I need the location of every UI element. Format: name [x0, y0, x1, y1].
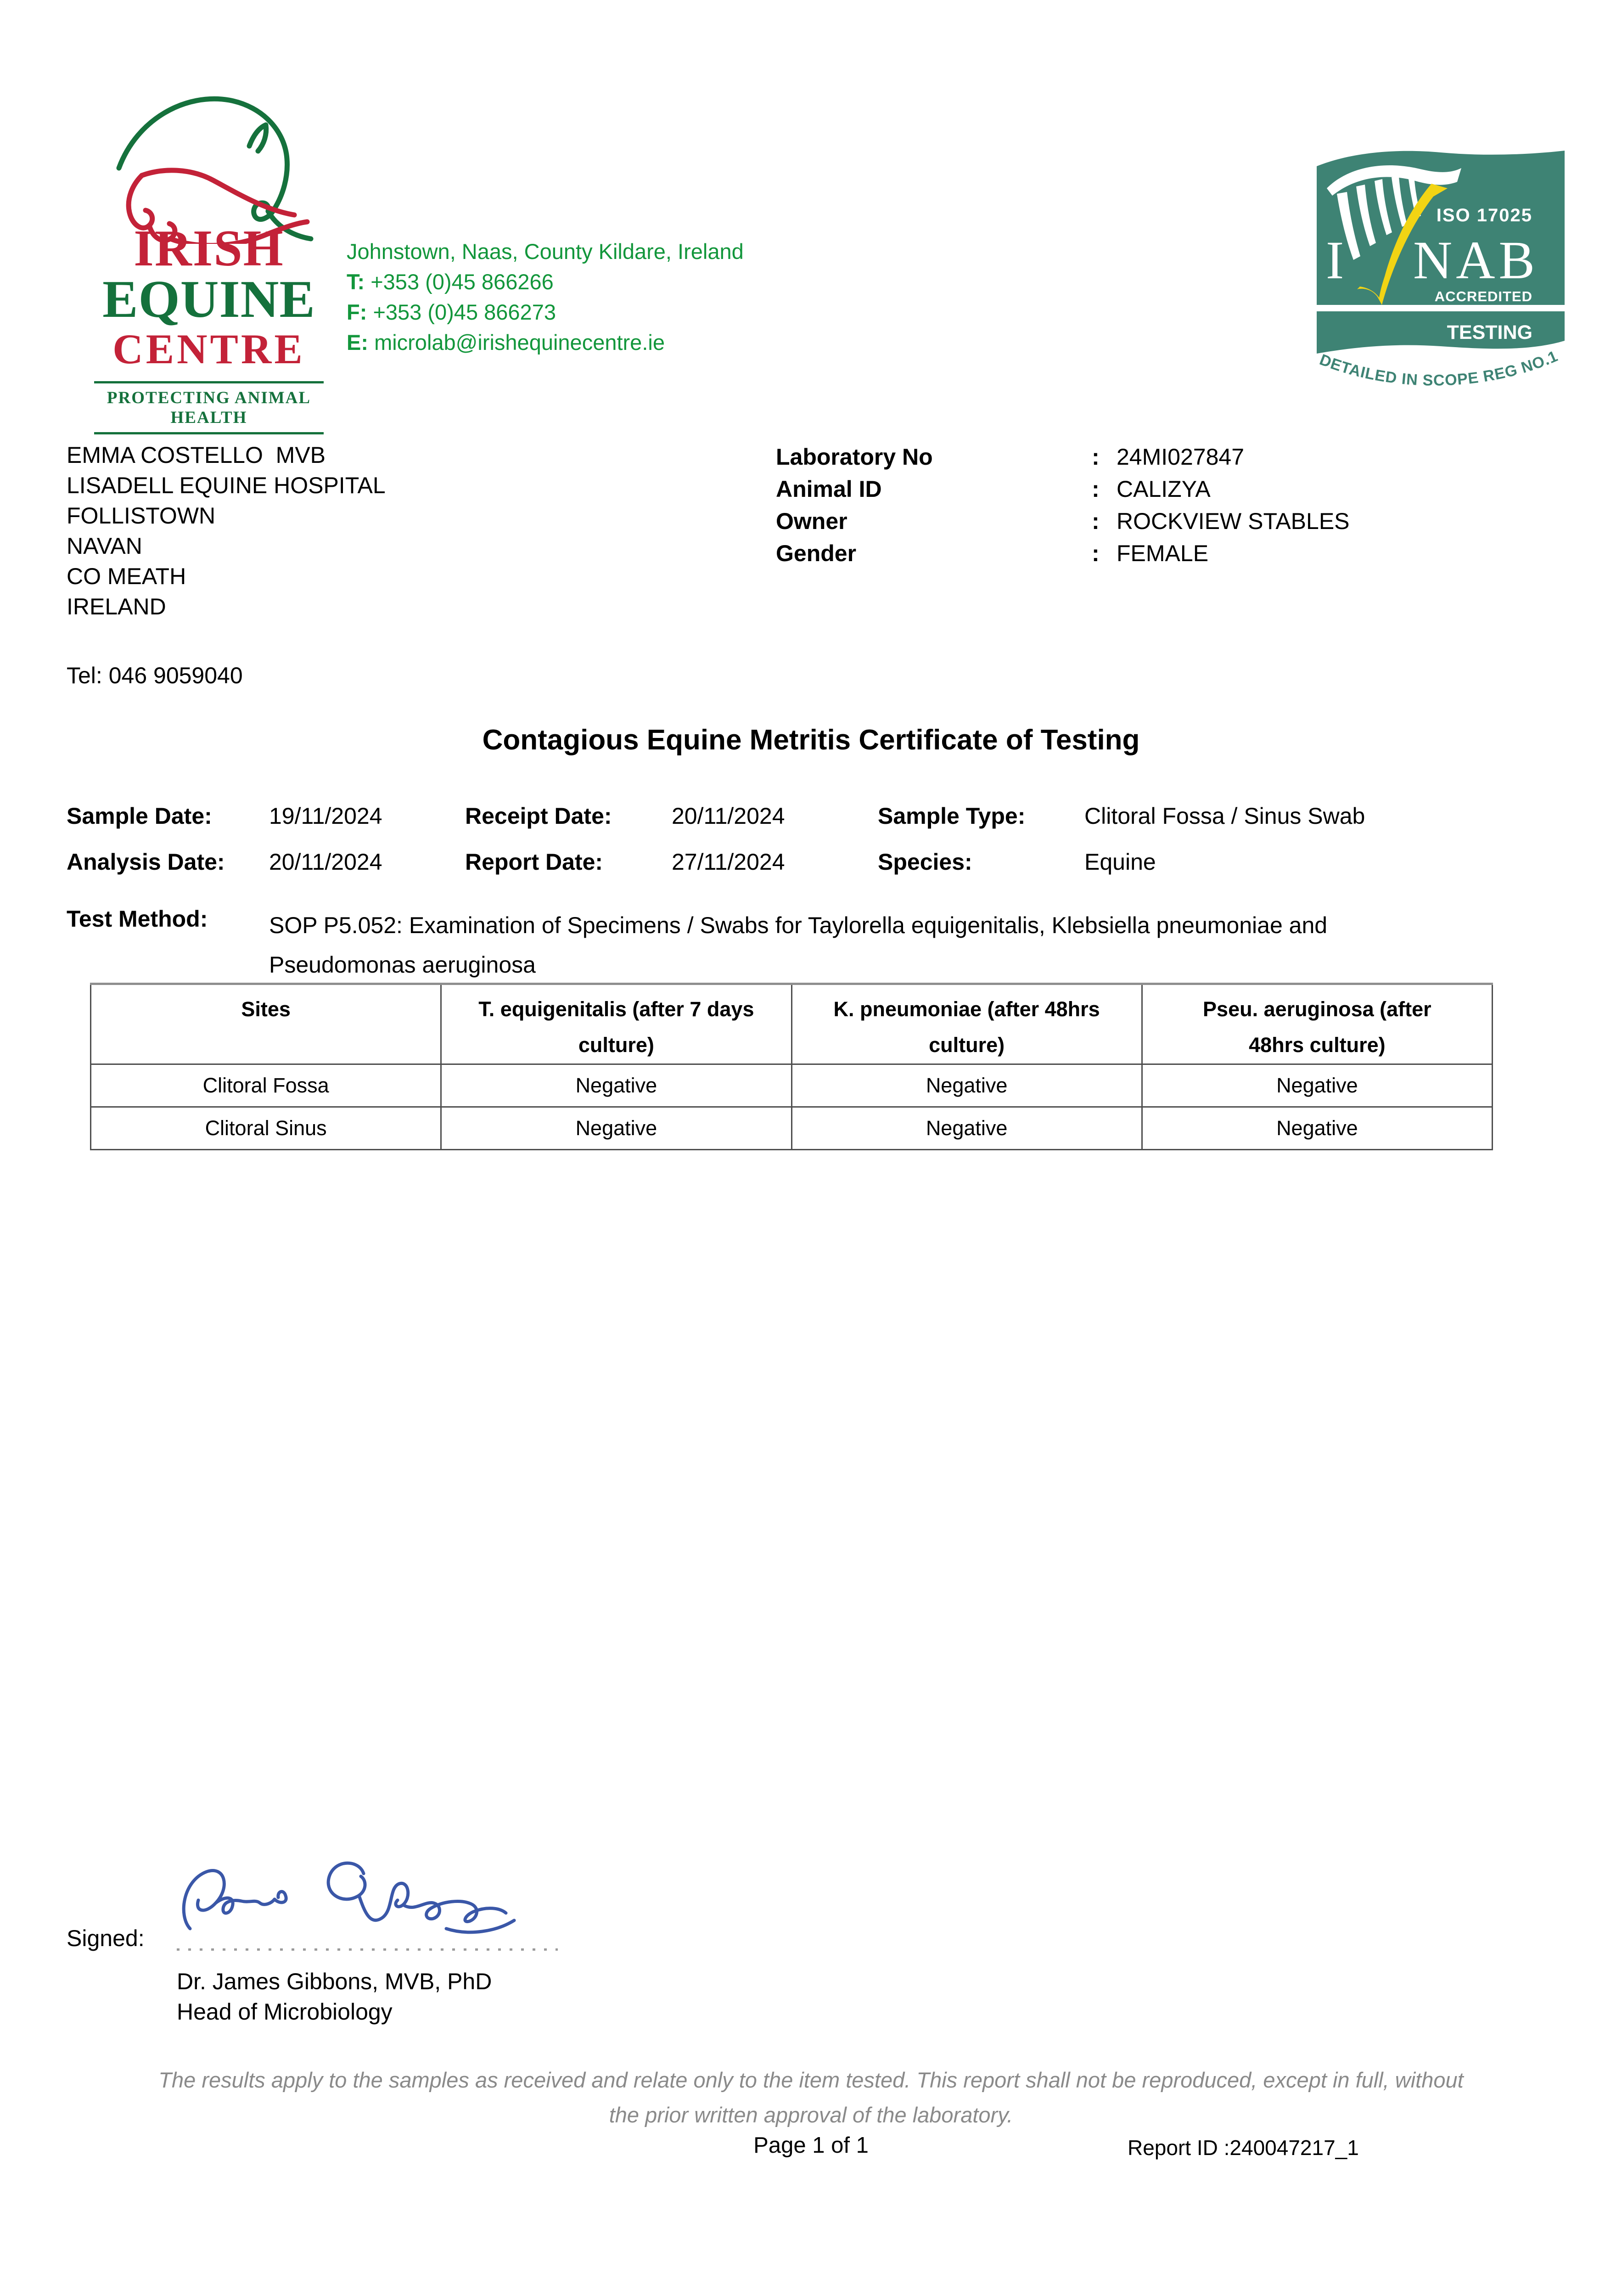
result-cell: Negative [1141, 1064, 1493, 1108]
separator-colon: : [1092, 444, 1100, 470]
result-cell: Negative [1141, 1106, 1493, 1150]
test-method-value: SOP P5.052: Examination of Specimens / S… [269, 912, 1328, 978]
phone-label: T: [347, 270, 365, 294]
case-detail-row: Animal ID : CALIZYA [776, 476, 1350, 508]
logo-word-equine: EQUINE [102, 270, 315, 329]
analysis-date-value: 20/11/2024 [269, 849, 382, 875]
gender-label: Gender [776, 540, 857, 566]
signatory-block: Dr. James Gibbons, MVB, PhD Head of Micr… [177, 1966, 492, 2027]
results-table-body: Clitoral Fossa Negative Negative Negativ… [90, 1064, 1493, 1150]
page-number: Page 1 of 1 [753, 2133, 869, 2158]
email-label: E: [347, 330, 368, 355]
recipient-address-block: EMMA COSTELLO MVB LISADELL EQUINE HOSPIT… [67, 440, 386, 691]
result-cell: Negative [791, 1064, 1143, 1108]
logo-tagline-rule: PROTECTING ANIMAL HEALTH [94, 381, 324, 434]
report-id: Report ID :240047217_1 [1128, 2136, 1359, 2160]
signature-dotted-line [177, 1948, 558, 1951]
sample-date-value: 19/11/2024 [269, 803, 382, 829]
table-row: Clitoral Sinus Negative Negative Negativ… [90, 1106, 1493, 1150]
contact-address: Johnstown, Naas, County Kildare, Ireland [347, 239, 744, 264]
header-pseu-aeruginosa: Pseu. aeruginosa (after 48hrs culture) [1141, 983, 1493, 1065]
contact-email: E: microlab@irishequinecentre.ie [347, 327, 744, 358]
fax-label: F: [347, 300, 367, 324]
case-detail-row: Laboratory No : 24MI027847 [776, 444, 1350, 476]
site-cell: Clitoral Fossa [90, 1064, 442, 1108]
laboratory-no-label: Laboratory No [776, 444, 933, 470]
header-t-equigenitalis: T. equigenitalis (after 7 days culture) [440, 983, 792, 1065]
logo-tagline: PROTECTING ANIMAL HEALTH [107, 388, 311, 427]
header-sites: Sites [90, 983, 442, 1065]
separator-colon: : [1092, 508, 1100, 534]
separator-colon: : [1092, 540, 1100, 566]
phone-value: +353 (0)45 866266 [370, 270, 554, 294]
owner-label: Owner [776, 508, 847, 534]
inab-letters-nab: NAB [1413, 230, 1538, 290]
recipient-line: IRELAND [67, 594, 166, 619]
test-method-label: Test Method: [67, 906, 208, 932]
case-detail-row: Gender : FEMALE [776, 540, 1350, 572]
recipient-telephone: Tel: 046 9059040 [67, 663, 243, 688]
sample-type-label: Sample Type: [878, 803, 1026, 829]
owner-value: ROCKVIEW STABLES [1117, 508, 1350, 534]
animal-id-value: CALIZYA [1117, 476, 1211, 502]
recipient-line: EMMA COSTELLO MVB [67, 442, 326, 468]
sample-date-label: Sample Date: [67, 803, 212, 829]
receipt-date-value: 20/11/2024 [672, 803, 785, 829]
signature-image [182, 1861, 516, 1934]
inab-accreditation-logo: ISO 17025 I NAB ACCREDITED TESTING DETAI… [1317, 148, 1565, 389]
certificate-title: Contagious Equine Metritis Certificate o… [482, 724, 1140, 756]
header-k-pneumoniae: K. pneumoniae (after 48hrs culture) [791, 983, 1143, 1065]
inab-iso-text: ISO 17025 [1437, 205, 1532, 225]
signed-label: Signed: [67, 1925, 145, 1951]
contact-fax: F: +353 (0)45 866273 [347, 297, 744, 327]
receipt-date-label: Receipt Date: [465, 803, 612, 829]
logo-wordmark: IRISH EQUINE CENTRE PROTECTING ANIMAL HE… [94, 223, 324, 434]
recipient-line: FOLLISTOWN [67, 503, 216, 529]
laboratory-no-value: 24MI027847 [1117, 444, 1245, 470]
results-table-header: Sites T. equigenitalis (after 7 days cul… [90, 983, 1493, 1065]
inab-testing-text: TESTING [1447, 321, 1532, 343]
signatory-name: Dr. James Gibbons, MVB, PhD [177, 1969, 492, 1994]
footer-disclaimer: The results apply to the samples as rece… [158, 2068, 1464, 2127]
results-table: Sites T. equigenitalis (after 7 days cul… [90, 983, 1493, 1150]
contact-phone: T: +353 (0)45 866266 [347, 267, 744, 297]
result-cell: Negative [440, 1106, 792, 1150]
email-value: microlab@irishequinecentre.ie [374, 330, 665, 355]
report-date-label: Report Date: [465, 849, 603, 875]
table-row: Clitoral Fossa Negative Negative Negativ… [90, 1064, 1493, 1108]
irish-equine-centre-horse-logo-icon [116, 96, 314, 244]
inab-letter-i: I [1326, 230, 1344, 290]
result-cell: Negative [440, 1064, 792, 1108]
case-detail-row: Owner : ROCKVIEW STABLES [776, 508, 1350, 540]
inab-harp-icon [1327, 165, 1461, 260]
species-value: Equine [1084, 849, 1156, 875]
separator-colon: : [1092, 476, 1100, 502]
species-label: Species: [878, 849, 972, 875]
signatory-role: Head of Microbiology [177, 1999, 393, 2025]
inab-accredited-text: ACCREDITED [1435, 288, 1532, 304]
recipient-line: LISADELL EQUINE HOSPITAL [67, 473, 386, 498]
recipient-line: CO MEATH [67, 563, 186, 589]
report-date-value: 27/11/2024 [672, 849, 785, 875]
analysis-date-label: Analysis Date: [67, 849, 225, 875]
site-cell: Clitoral Sinus [90, 1106, 442, 1150]
header-row: Sites T. equigenitalis (after 7 days cul… [90, 983, 1493, 1065]
case-details-block: Laboratory No : 24MI027847 Animal ID : C… [776, 444, 1350, 572]
fax-value: +353 (0)45 866273 [373, 300, 556, 324]
sample-type-value: Clitoral Fossa / Sinus Swab [1084, 803, 1365, 829]
animal-id-label: Animal ID [776, 476, 882, 502]
logo-word-irish: IRISH [134, 220, 284, 277]
logo-word-centre: CENTRE [112, 326, 305, 372]
gender-value: FEMALE [1117, 540, 1209, 566]
recipient-line: NAVAN [67, 533, 142, 559]
inab-testing-band [1317, 311, 1565, 354]
inab-checkmark-icon [1357, 184, 1448, 305]
result-cell: Negative [791, 1106, 1143, 1150]
lab-contact-block: Johnstown, Naas, County Kildare, Ireland… [347, 236, 744, 358]
